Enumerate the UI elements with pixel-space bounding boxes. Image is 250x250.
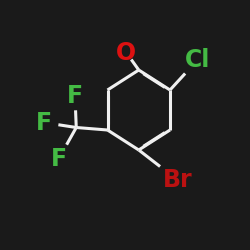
Text: F: F — [67, 84, 83, 108]
Text: F: F — [51, 147, 67, 171]
Text: F: F — [36, 110, 52, 134]
Text: Cl: Cl — [185, 48, 210, 72]
Text: Br: Br — [163, 168, 192, 192]
Text: O: O — [116, 40, 136, 64]
